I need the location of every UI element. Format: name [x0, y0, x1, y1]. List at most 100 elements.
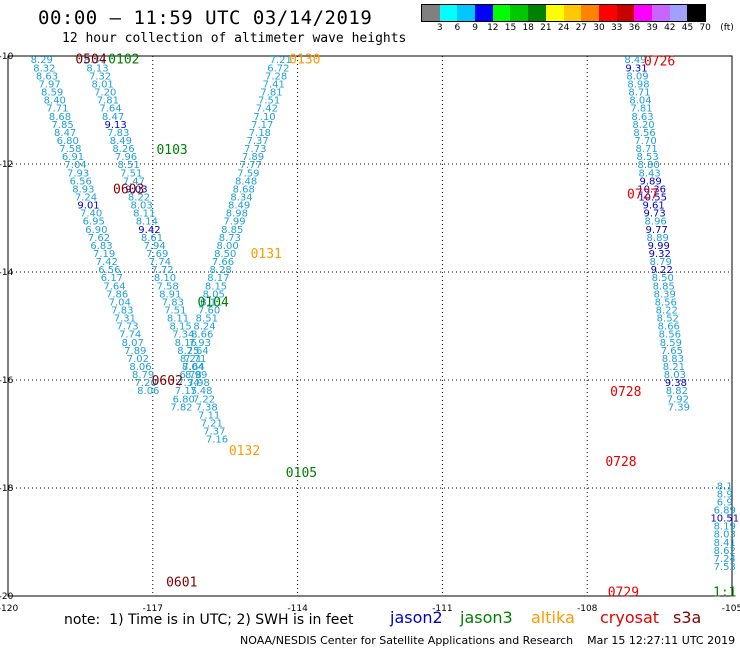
swh-value-label: 8.22: [656, 306, 678, 317]
swh-value-label: 8.26: [112, 144, 134, 155]
swh-value-label: 8.10: [154, 273, 176, 284]
swh-value-label: 8.1: [717, 481, 733, 492]
swh-value-label: 7.37: [246, 136, 268, 147]
y-tick-label: -10: [0, 52, 14, 62]
swh-value-label: 7.72: [151, 265, 173, 276]
swh-value-label: 8.37: [84, 55, 106, 66]
swh-value-label: 6.56: [70, 176, 92, 187]
map-title: 00:00 – 11:59 UTC 03/14/2019: [38, 7, 373, 29]
colorbar-tick-label: 9: [472, 23, 478, 33]
swh-value-label: 7.04: [109, 297, 131, 308]
swh-value-label: 6.90: [85, 225, 107, 236]
swh-value-label: 7.53: [714, 562, 736, 573]
swh-value-label: 9.99: [648, 241, 670, 252]
swh-value-label: 8.06: [129, 362, 151, 373]
y-tick-label: -20: [0, 592, 14, 602]
swh-value-label: 7.47: [123, 176, 145, 187]
swh-value-label: 8.50: [214, 249, 236, 260]
colorbar-swatch: [510, 5, 529, 21]
swh-value-label: 7.64: [103, 281, 125, 292]
swh-value-label: 8.03: [131, 201, 153, 212]
swh-value-label: 7.21: [270, 55, 292, 66]
colorbar-tick-label: 3: [436, 23, 443, 33]
swh-value-label: 8.24: [193, 322, 215, 333]
swh-value-label: 7.62: [88, 233, 110, 244]
swh-value-label: 6.17: [101, 273, 123, 284]
swh-value-label: 8.68: [49, 112, 71, 123]
swh-value-label: 8.07: [122, 338, 144, 349]
pass-time-label: 0105: [286, 466, 317, 481]
swh-value-label: 7.64: [99, 104, 121, 115]
swh-value-label: 7.83: [111, 306, 133, 317]
swh-value-label: 7.70: [634, 136, 656, 147]
swh-value-label: 7.58: [59, 144, 81, 155]
swh-value-label: 7.22: [193, 394, 215, 405]
swh-value-label: 7.19: [93, 249, 115, 260]
swh-value-label: 7.39: [668, 402, 690, 413]
swh-value-label: 7.24: [75, 192, 97, 203]
swh-value-label: 8.96: [645, 217, 667, 228]
x-tick-label: -114: [287, 604, 308, 614]
swh-value-label: 6.89: [714, 506, 736, 517]
swh-value-label: 8.14: [136, 217, 158, 228]
swh-value-label: 8.28: [210, 265, 232, 276]
swh-value-label: 9.32: [649, 249, 671, 260]
colorbar-swatch: [634, 5, 652, 21]
swh-value-label: 8.15: [205, 281, 227, 292]
swh-value-label: 6.72: [267, 63, 289, 74]
colorbar-swatch: [598, 5, 617, 21]
swh-value-label: 10.36: [637, 184, 666, 195]
pass-time-label: 0601: [166, 575, 197, 590]
colorbar-tick-label: 15: [504, 23, 517, 33]
colorbar-swatch: [492, 5, 511, 21]
swh-value-label: 7.83: [162, 297, 184, 308]
pass-time-label: 0728: [610, 385, 641, 400]
swh-value-label: 6.83: [90, 241, 112, 252]
swh-value-label: 8.68: [233, 184, 255, 195]
swh-value-label: 6.78: [180, 370, 202, 381]
swh-value-label: 8.93: [72, 184, 94, 195]
x-tick-label: -105: [722, 604, 740, 614]
swh-value-label: 8.20: [632, 120, 654, 131]
legend-jason3: jason3: [460, 608, 513, 627]
swh-value-label: 8.66: [191, 330, 213, 341]
swh-value-label: 8.99: [185, 370, 207, 381]
swh-value-label: 7.10: [253, 112, 275, 123]
swh-value-label: 8.9: [717, 489, 733, 500]
swh-value-label: 8.15: [169, 322, 191, 333]
swh-value-label: 8.17: [207, 273, 229, 284]
swh-value-label: 7.93: [67, 168, 89, 179]
swh-value-label: 8.56: [633, 128, 655, 139]
swh-value-label: 7.59: [237, 168, 259, 179]
swh-value-label: 8.63: [36, 71, 58, 82]
colorbar-tick-label: 18: [522, 23, 534, 33]
swh-value-label: 8.41: [714, 538, 736, 549]
colorbar-swatch: [457, 5, 476, 21]
swh-value-label: 7.99: [223, 217, 245, 228]
swh-value-label: 8.83: [662, 354, 684, 365]
x-tick-label: -111: [432, 604, 452, 614]
colorbar-swatch: [422, 5, 440, 21]
swh-value-label: 9.89: [639, 176, 661, 187]
swh-value-label: 6.56: [98, 265, 120, 276]
swh-value-label: 6.91: [62, 152, 84, 163]
swh-value-label: 9.03: [125, 184, 147, 195]
colorbar-unit: (ft): [720, 23, 734, 33]
swh-value-label: 8.53: [636, 152, 658, 163]
swh-value-label: 10.55: [638, 192, 667, 203]
swh-value-label: 7.21: [201, 419, 223, 430]
swh-value-label: 7.89: [124, 346, 146, 357]
pass-time-label: 0102: [108, 53, 139, 68]
swh-value-label: 8.59: [41, 88, 63, 99]
swh-value-label: 7.66: [212, 257, 234, 268]
swh-value-label: 7.51: [120, 168, 142, 179]
swh-value-label: 7.81: [97, 96, 119, 107]
swh-value-label: 8.05: [203, 289, 225, 300]
swh-value-label: 7.18: [249, 128, 271, 139]
pass-time-label: 0602: [152, 374, 183, 389]
pass-time-label: 0726: [644, 54, 675, 69]
swh-value-label: 7.92: [667, 394, 689, 405]
swh-value-label: 7.73: [244, 144, 266, 155]
swh-value-label: 8.48: [235, 176, 257, 187]
swh-value-label: 8.50: [652, 273, 674, 284]
